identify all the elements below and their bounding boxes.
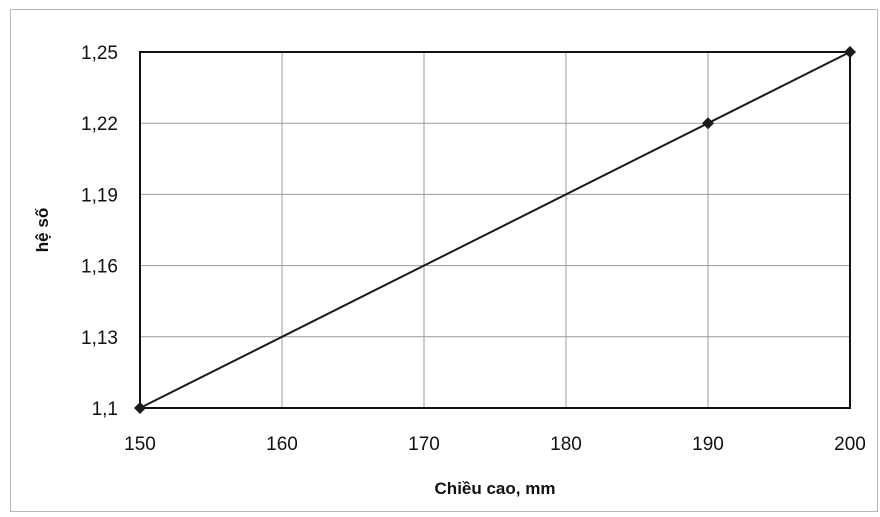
y-tick-label-2: 1,16 — [81, 257, 118, 278]
x-tick-labels: 150 160 170 180 190 200 — [124, 434, 866, 455]
y-tick-label-1: 1,13 — [81, 328, 118, 349]
x-tick-label-1: 160 — [266, 434, 298, 455]
y-tick-label-3: 1,19 — [81, 185, 118, 206]
data-point-1 — [702, 117, 714, 130]
x-tick-label-3: 180 — [550, 434, 582, 455]
data-point-0 — [134, 402, 146, 414]
y-tick-label-5: 1,25 — [81, 43, 118, 64]
data-point-2 — [844, 46, 856, 58]
y-tick-labels: 1,1 1,13 1,16 1,19 1,22 1,25 — [81, 43, 118, 420]
data-markers — [134, 46, 856, 414]
y-tick-label-4: 1,22 — [81, 114, 118, 135]
x-axis-title: Chiều cao, mm — [435, 479, 556, 498]
series-line — [139, 51, 851, 409]
x-tick-label-2: 170 — [408, 434, 440, 455]
plot-area — [139, 51, 851, 409]
y-tick-label-0: 1,1 — [92, 399, 118, 420]
chart-frame — [10, 9, 878, 512]
x-tick-label-5: 200 — [834, 434, 866, 455]
x-tick-label-0: 150 — [124, 434, 156, 455]
x-tick-label-4: 190 — [692, 434, 724, 455]
y-axis-title: hệ số — [33, 208, 52, 252]
